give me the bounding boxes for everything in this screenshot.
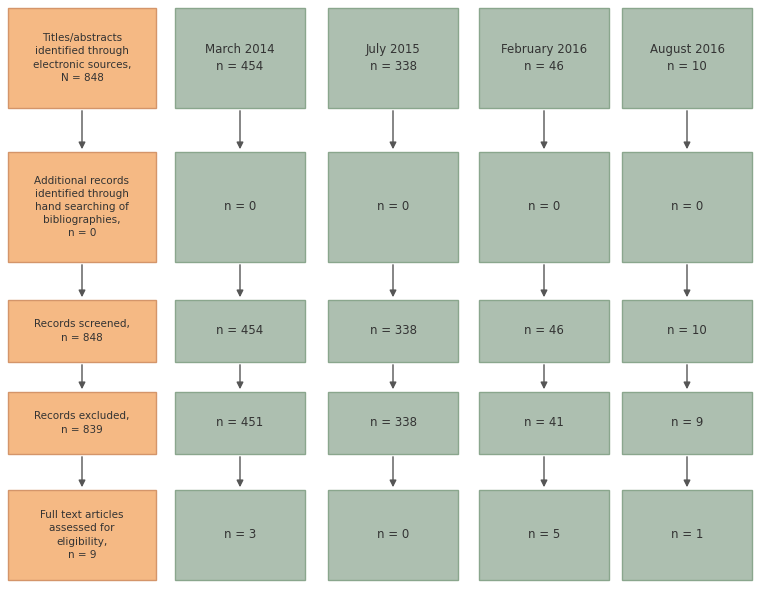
Text: February 2016
n = 46: February 2016 n = 46: [501, 43, 587, 73]
FancyBboxPatch shape: [328, 490, 458, 580]
FancyBboxPatch shape: [328, 392, 458, 454]
Text: n = 338: n = 338: [370, 325, 416, 337]
Text: n = 41: n = 41: [524, 416, 564, 429]
Text: Records excluded,
n = 839: Records excluded, n = 839: [34, 411, 129, 435]
Text: n = 5: n = 5: [528, 528, 560, 541]
Text: n = 9: n = 9: [670, 416, 703, 429]
FancyBboxPatch shape: [479, 392, 609, 454]
FancyBboxPatch shape: [622, 8, 752, 108]
Text: n = 0: n = 0: [377, 200, 409, 213]
FancyBboxPatch shape: [479, 152, 609, 262]
Text: July 2015
n = 338: July 2015 n = 338: [365, 43, 420, 73]
FancyBboxPatch shape: [8, 392, 156, 454]
FancyBboxPatch shape: [175, 300, 305, 362]
Text: n = 0: n = 0: [377, 528, 409, 541]
FancyBboxPatch shape: [175, 152, 305, 262]
Text: Full text articles
assessed for
eligibility,
n = 9: Full text articles assessed for eligibil…: [40, 510, 124, 560]
Text: August 2016
n = 10: August 2016 n = 10: [649, 43, 724, 73]
FancyBboxPatch shape: [8, 152, 156, 262]
Text: n = 3: n = 3: [224, 528, 256, 541]
Text: n = 46: n = 46: [524, 325, 564, 337]
FancyBboxPatch shape: [8, 490, 156, 580]
FancyBboxPatch shape: [175, 392, 305, 454]
FancyBboxPatch shape: [622, 152, 752, 262]
FancyBboxPatch shape: [328, 300, 458, 362]
Text: March 2014
n = 454: March 2014 n = 454: [205, 43, 275, 73]
FancyBboxPatch shape: [175, 490, 305, 580]
Text: Records screened,
n = 848: Records screened, n = 848: [34, 319, 130, 343]
Text: n = 1: n = 1: [670, 528, 703, 541]
Text: n = 454: n = 454: [216, 325, 263, 337]
FancyBboxPatch shape: [328, 152, 458, 262]
Text: n = 0: n = 0: [671, 200, 703, 213]
FancyBboxPatch shape: [479, 300, 609, 362]
FancyBboxPatch shape: [622, 490, 752, 580]
FancyBboxPatch shape: [8, 8, 156, 108]
FancyBboxPatch shape: [622, 392, 752, 454]
Text: n = 451: n = 451: [216, 416, 263, 429]
FancyBboxPatch shape: [622, 300, 752, 362]
FancyBboxPatch shape: [328, 8, 458, 108]
Text: n = 0: n = 0: [528, 200, 560, 213]
FancyBboxPatch shape: [175, 8, 305, 108]
FancyBboxPatch shape: [8, 300, 156, 362]
FancyBboxPatch shape: [479, 490, 609, 580]
Text: Titles/abstracts
identified through
electronic sources,
N = 848: Titles/abstracts identified through elec…: [33, 33, 131, 83]
Text: n = 10: n = 10: [667, 325, 707, 337]
Text: Additional records
identified through
hand searching of
bibliographies,
n = 0: Additional records identified through ha…: [34, 176, 129, 239]
Text: n = 338: n = 338: [370, 416, 416, 429]
Text: n = 0: n = 0: [224, 200, 256, 213]
FancyBboxPatch shape: [479, 8, 609, 108]
